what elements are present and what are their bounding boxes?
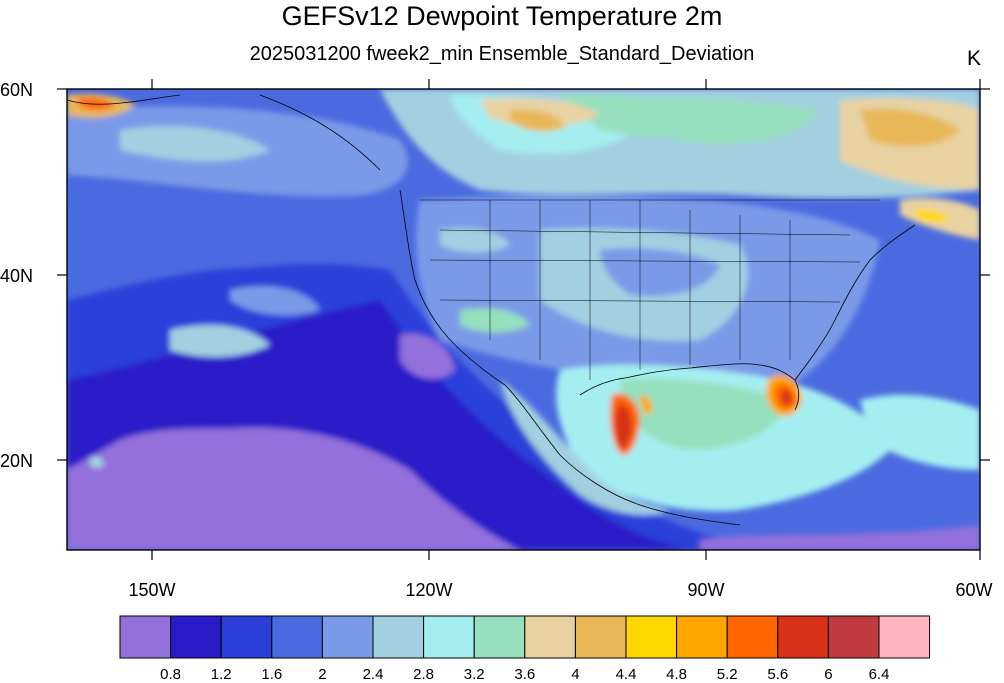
coastlines [67,94,916,526]
colorbar-swatch [777,615,829,659]
colorbar-level-label: 5.2 [716,666,738,683]
colorbar-level-label: 2.8 [413,666,435,683]
colorbar-swatch [574,615,627,659]
map-subtitle: 2025031200 fweek2_min Ensemble_Standard_… [249,43,755,65]
colorbar-level-label: 3.2 [463,666,485,683]
field-shading [67,89,980,550]
lat-label-20n: 20N [0,451,34,471]
colorbar-swatch [321,615,374,659]
colorbar-swatch [119,615,172,659]
colorbar-swatch [220,615,273,659]
colorbar-level-label: 6.4 [868,666,890,683]
colorbar-level-label: 3.6 [514,666,536,683]
colorbar-level-label: 4 [571,666,580,683]
lat-label-60n: 60N [0,80,34,100]
colorbar-level-label: 4.8 [666,666,688,683]
colorbar-swatch [271,615,323,659]
plot-frame [66,88,981,551]
colorbar-level-label: 1.2 [210,666,232,683]
colorbar-swatch [827,615,880,659]
colorbar-swatch [473,615,526,659]
colorbar-level-label: 4.4 [615,666,637,683]
lon-label-60w: 60W [955,580,993,600]
colorbar-swatch [625,615,678,659]
colorbar-level-label: 2 [318,666,327,683]
units-label: K [967,47,982,70]
map-title: GEFSv12 Dewpoint Temperature 2m [281,1,723,31]
colorbar-swatch [170,615,222,659]
colorbar-swatch [423,615,475,659]
axis-ticks [57,79,990,560]
colorbar-swatch [524,615,576,659]
colorbar-level-label: 1.6 [261,666,283,683]
colorbar-level-label: 0.8 [160,666,182,683]
colorbar-level-label: 6 [824,666,833,683]
colorbar-swatch [372,615,425,659]
lon-label-150w: 150W [128,580,176,600]
lon-label-120w: 120W [405,580,453,600]
colorbar-level-label: 2.4 [362,666,384,683]
lon-label-90w: 90W [687,580,725,600]
colorbar-swatch [676,615,728,659]
colorbar-swatch [726,615,779,659]
colorbar-swatch [878,615,931,659]
lat-label-40n: 40N [0,266,34,286]
colorbar-level-label: 5.6 [767,666,789,683]
